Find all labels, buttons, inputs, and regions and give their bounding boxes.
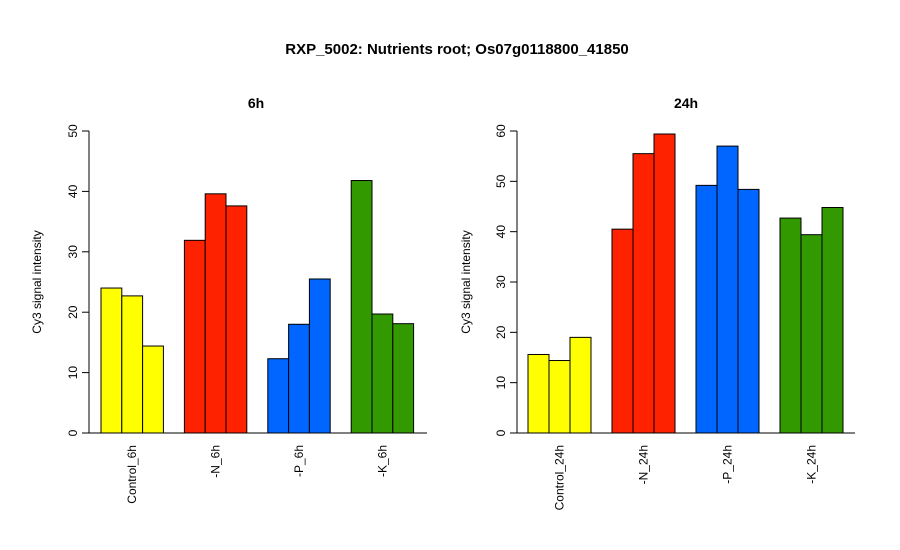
y-tick-label-6h-0: 0	[66, 429, 80, 436]
panel-6h: 6h Cy3 signal intensity 0 10 20 30 40 50 Contr…	[30, 95, 427, 504]
bar--N_6h-1	[183, 239, 206, 434]
bar--N_6h-2	[204, 193, 227, 434]
bar--K_24h-3	[821, 207, 844, 434]
y-tick-label-6h-50: 50	[66, 124, 80, 138]
y-axis-label-6h: Cy3 signal intensity	[30, 230, 44, 333]
x-tick-label--P_24h: -P_24h	[721, 445, 735, 484]
bar--N_6h-3	[225, 205, 248, 434]
y-tick-label-24h-0: 0	[494, 429, 508, 436]
bar--P_24h-2	[716, 145, 739, 434]
y-axis-label-24h: Cy3 signal intensity	[459, 230, 473, 333]
bar--P_6h-2	[288, 323, 310, 434]
bar-Control_6h-3	[142, 345, 164, 434]
bar--K_6h-3	[392, 323, 415, 434]
bar-Control_6h-2	[121, 295, 144, 434]
bar--P_24h-3	[737, 188, 760, 434]
x-tick-label--N_6h: -N_6h	[209, 445, 223, 478]
bar--P_6h-3	[308, 278, 331, 434]
bar--P_6h-1	[267, 358, 290, 434]
y-tick-label-24h-60: 60	[494, 124, 508, 138]
bar--N_24h-1	[611, 228, 634, 434]
panel-title-6h: 6h	[248, 95, 264, 111]
y-tick-label-24h-40: 40	[494, 225, 508, 239]
y-tick-label-6h-10: 10	[66, 366, 80, 380]
bar--K_6h-1	[350, 180, 373, 434]
bar-Control_24h-1	[527, 353, 550, 434]
y-tick-label-24h-50: 50	[494, 174, 508, 188]
bar--N_24h-3	[653, 133, 676, 434]
x-tick-label--K_6h: -K_6h	[375, 445, 389, 477]
bar--P_24h-1	[695, 184, 718, 434]
panel-24h: 24h Cy3 signal intensity 0 10 20 30 40 50 60 Co…	[459, 95, 855, 510]
panel-title-24h: 24h	[674, 95, 698, 111]
y-tick-label-24h-10: 10	[494, 376, 508, 390]
y-tick-label-24h-30: 30	[494, 275, 508, 289]
bar-Control_24h-3	[569, 336, 592, 434]
x-tick-label--N_24h: -N_24h	[637, 445, 651, 484]
y-tick-label-6h-30: 30	[66, 245, 80, 259]
bar--K_6h-2	[371, 313, 394, 434]
x-tick-label-Control_6h: Control_6h	[125, 445, 139, 504]
bar--N_24h-2	[632, 153, 655, 434]
x-tick-label--K_24h: -K_24h	[805, 445, 819, 484]
bar-Control_6h-1	[100, 287, 123, 434]
y-tick-label-6h-40: 40	[66, 184, 80, 198]
x-tick-label-Control_24h: Control_24h	[553, 445, 567, 510]
y-tick-label-6h-20: 20	[66, 305, 80, 319]
bar-Control_24h-2	[548, 360, 571, 434]
bar--K_24h-2	[800, 234, 823, 434]
x-tick-label--P_6h: -P_6h	[292, 445, 306, 477]
y-tick-label-24h-20: 20	[494, 325, 508, 339]
bar--K_24h-1	[779, 217, 802, 434]
figure-title: RXP_5002: Nutrients root; Os07g0118800_4…	[285, 41, 629, 58]
